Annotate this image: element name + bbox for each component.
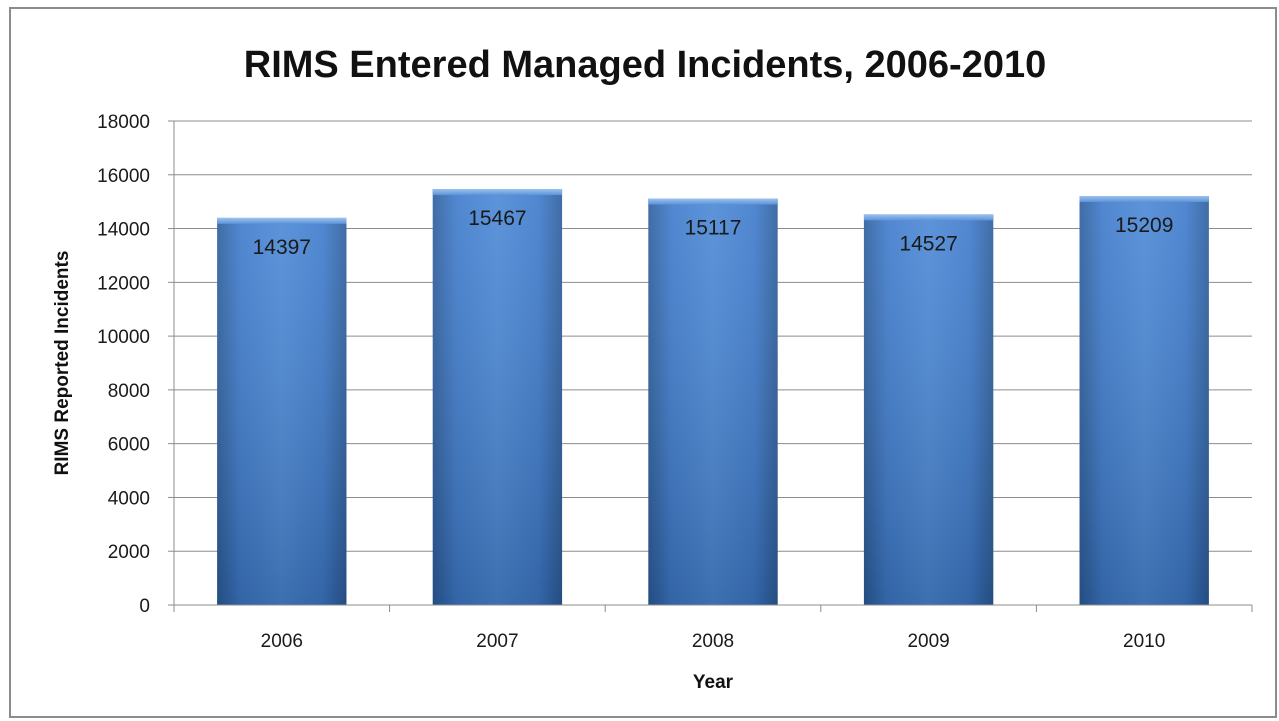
bar-shade (863, 214, 994, 605)
bar-2006: 14397 (217, 217, 347, 605)
data-label: 15209 (1115, 214, 1173, 237)
y-tick-label: 10000 (97, 327, 150, 348)
bar-shade (432, 189, 563, 605)
y-tick-label: 14000 (97, 220, 150, 241)
bar-top-bevel (648, 198, 778, 205)
y-axis-ticks: 0 2000 4000 6000 8000 10000 12000 14000 16000 180… (97, 112, 174, 617)
y-tick-label: 0 (139, 596, 150, 617)
x-axis-ticks: 2006 2007 2008 2009 2010 (173, 605, 1253, 652)
y-tick-label: 2000 (108, 542, 150, 563)
x-tick-label: 2010 (1123, 631, 1165, 652)
bar-shade (648, 198, 778, 605)
bar-2008: 15117 (648, 198, 778, 605)
y-tick-label: 4000 (108, 488, 150, 509)
x-axis-title: Year (693, 672, 734, 693)
bar-top-bevel (217, 217, 347, 224)
y-tick-label: 18000 (97, 112, 150, 133)
bar-shade (217, 217, 347, 605)
y-tick-label: 8000 (108, 381, 150, 402)
x-tick-label: 2007 (476, 631, 518, 652)
bar-2009: 14527 (863, 214, 994, 605)
x-tick-label: 2009 (907, 631, 949, 652)
y-tick-label: 12000 (97, 273, 150, 294)
data-label: 15467 (468, 207, 526, 230)
x-tick-label: 2008 (692, 631, 734, 652)
y-tick-label: 16000 (97, 166, 150, 187)
bar-shade (1079, 196, 1209, 606)
data-label: 14397 (253, 236, 311, 259)
y-tick-label: 6000 (108, 435, 150, 456)
data-label: 15117 (685, 217, 742, 240)
x-tick-label: 2006 (261, 631, 303, 652)
bar-2007: 15467 (432, 189, 563, 605)
bars: 14397 15467 15117 14527 15209 (217, 189, 1209, 606)
bar-top-bevel (1079, 196, 1209, 203)
chart-title: RIMS Entered Managed Incidents, 2006-201… (244, 44, 1047, 86)
bar-top-bevel (432, 189, 563, 196)
bar-top-bevel (863, 214, 994, 221)
data-label: 14527 (899, 232, 957, 255)
bar-2010: 15209 (1079, 196, 1209, 606)
y-axis-title: RIMS Reported Incidents (52, 251, 73, 476)
